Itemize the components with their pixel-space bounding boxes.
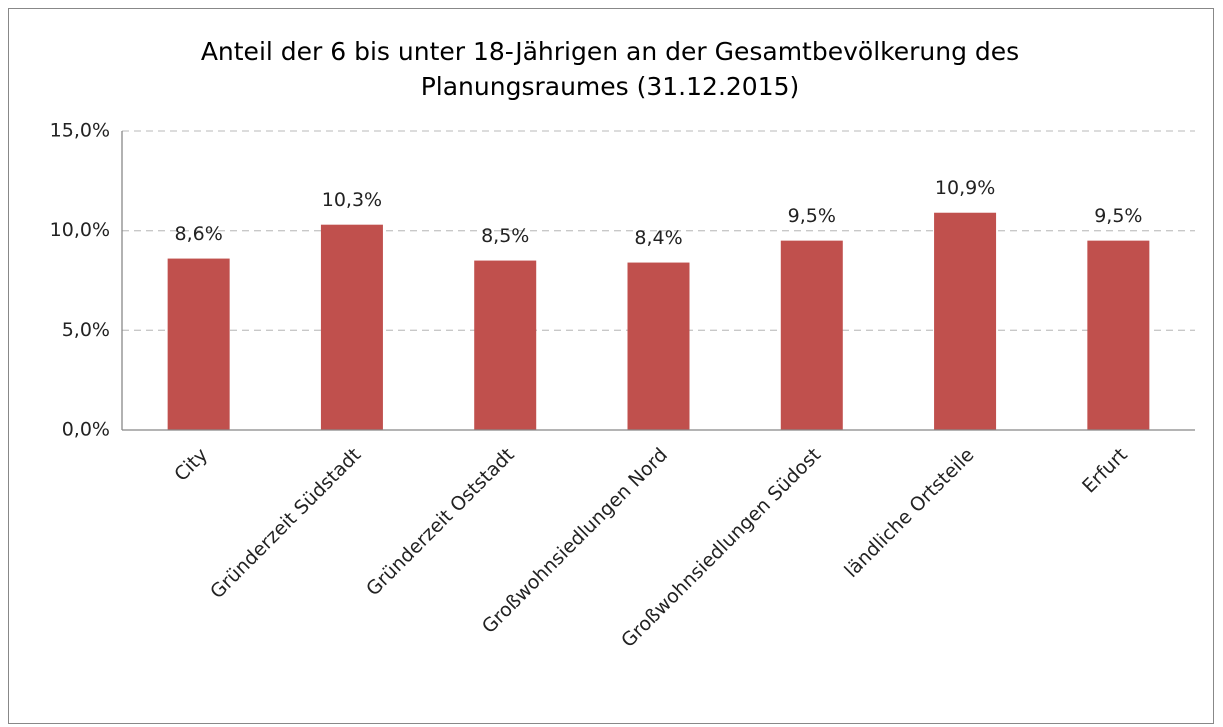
data-label: 9,5% xyxy=(1094,205,1142,227)
y-tick-label: 15,0% xyxy=(50,120,110,142)
bar xyxy=(167,258,230,430)
x-tick-label: Gründerzeit Südstadt xyxy=(206,444,365,603)
x-tick-label: Erfurt xyxy=(1078,444,1132,498)
bar xyxy=(627,262,690,430)
data-label: 10,3% xyxy=(322,189,382,211)
data-label: 8,4% xyxy=(634,227,682,249)
bar xyxy=(320,224,383,430)
y-tick-label: 10,0% xyxy=(50,219,110,241)
x-tick-label: Gründerzeit Oststadt xyxy=(362,444,519,601)
x-tick-label: Großwohnsiedlungen Nord xyxy=(478,444,672,638)
bar xyxy=(934,212,997,430)
x-tick-label: City xyxy=(170,444,212,486)
chart-title: Anteil der 6 bis unter 18-Jährigen an de… xyxy=(200,37,1020,101)
chart-frame xyxy=(8,8,1214,724)
bar xyxy=(1087,240,1150,430)
x-tick-label: ländliche Ortsteile xyxy=(840,444,978,582)
bar xyxy=(474,260,537,430)
data-label: 10,9% xyxy=(935,177,995,199)
data-label: 8,5% xyxy=(481,225,529,247)
data-label: 9,5% xyxy=(788,205,836,227)
bar xyxy=(780,240,843,430)
y-tick-label: 5,0% xyxy=(62,319,110,341)
y-tick-label: 0,0% xyxy=(62,419,110,441)
data-label: 8,6% xyxy=(175,223,223,245)
